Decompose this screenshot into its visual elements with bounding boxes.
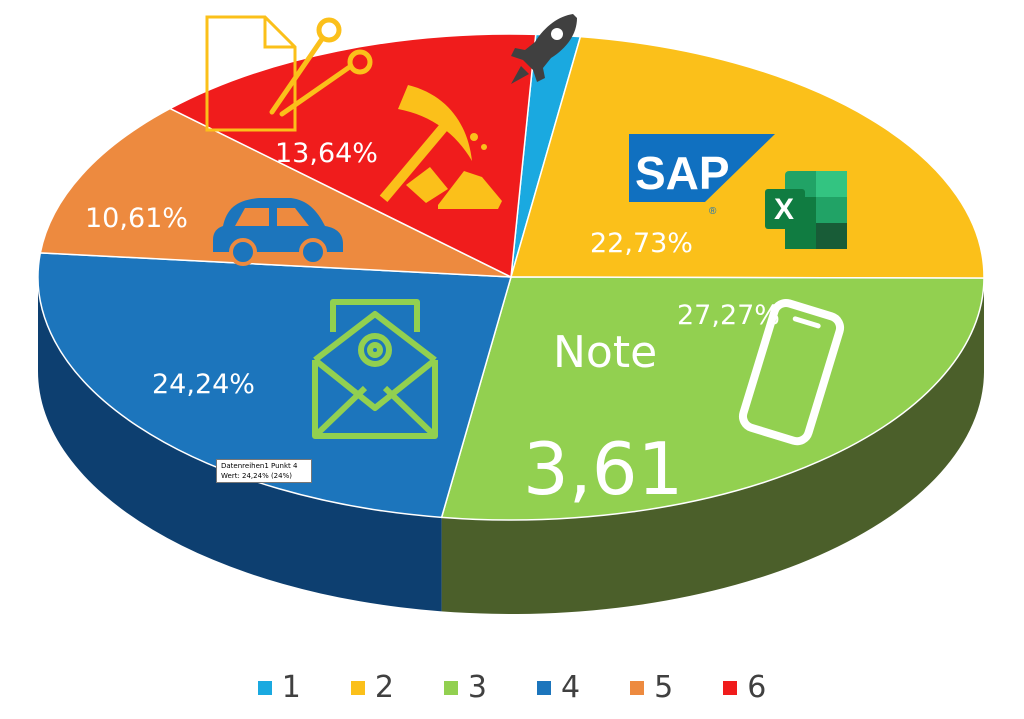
legend-item-2: 2 — [350, 670, 394, 705]
smartphone-icon — [738, 298, 845, 446]
legend-label: 1 — [281, 670, 301, 705]
sap-logo: SAP ® — [629, 134, 775, 217]
data-tooltip: Datenreihen1 Punkt 4 Wert: 24,24% (24%) — [216, 459, 312, 483]
legend-label: 4 — [561, 670, 581, 705]
legend-label: 6 — [747, 670, 767, 705]
svg-text:SAP: SAP — [635, 147, 730, 199]
legend-swatch — [630, 680, 645, 695]
pie-slices — [37, 33, 985, 521]
data-label-slice-4: 24,24% — [152, 369, 255, 400]
legend-swatch — [443, 680, 458, 695]
legend-swatch — [350, 680, 365, 695]
tooltip-value: Wert: 24,24% (24%) — [221, 472, 292, 480]
data-label-slice-6: 13,64% — [275, 138, 378, 169]
pie-side-4 — [38, 277, 442, 612]
data-label-slice-5: 10,61% — [85, 203, 188, 234]
car-icon — [213, 198, 343, 266]
pie-slice-3[interactable] — [440, 276, 985, 521]
legend-item-1: 1 — [257, 670, 301, 705]
document-icon — [205, 15, 297, 132]
legend-swatch — [537, 680, 551, 695]
rocket-icon — [511, 14, 577, 84]
legend-swatch — [723, 680, 738, 695]
excel-icon: X — [765, 171, 847, 249]
note-label: Note — [553, 327, 657, 378]
scissors-icon — [269, 17, 373, 117]
legend-swatch — [257, 680, 272, 695]
pie-slice-6[interactable] — [168, 33, 537, 279]
legend-label: 3 — [467, 670, 487, 705]
data-label-slice-3: 27,27% — [677, 300, 780, 331]
pie-side-3 — [441, 278, 984, 615]
email-icon — [312, 299, 438, 439]
svg-text:®: ® — [709, 206, 717, 217]
legend-item-5: 5 — [630, 670, 673, 705]
pie-slice-5[interactable] — [39, 107, 512, 278]
tooltip-series-point: Datenreihen1 Punkt 4 — [221, 462, 298, 470]
pie-slice-4[interactable] — [37, 252, 512, 519]
pickaxe-icon — [379, 85, 502, 209]
legend-item-4: 4 — [537, 670, 580, 705]
legend-label: 5 — [654, 670, 674, 705]
legend-item-3: 3 — [443, 670, 487, 705]
svg-text:X: X — [774, 193, 794, 226]
pie-sides — [38, 277, 984, 615]
score-value: 3,61 — [523, 427, 683, 511]
legend: 1 2 3 4 5 6 — [0, 670, 1024, 705]
data-label-slice-2: 22,73% — [590, 228, 693, 259]
legend-label: 2 — [374, 670, 394, 705]
legend-item-6: 6 — [723, 670, 766, 705]
